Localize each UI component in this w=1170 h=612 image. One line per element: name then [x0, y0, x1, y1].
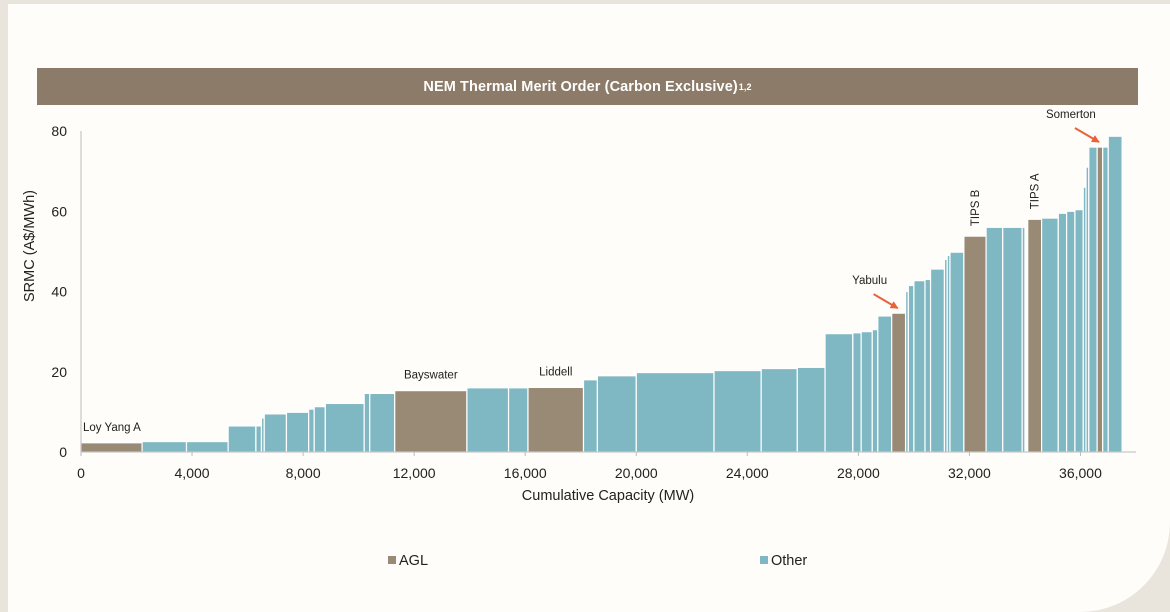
- bar-other-10: [324, 402, 365, 453]
- x-tick-label: 24,000: [726, 465, 769, 481]
- bar-other-45: [1074, 209, 1084, 453]
- annotation-tips-b: TIPS B: [970, 189, 982, 226]
- bar-other-11: [363, 392, 371, 453]
- y-axis-title: SRMC (A$/MWh): [22, 190, 38, 302]
- bar-other-22: [796, 366, 826, 453]
- y-tick-label: 0: [59, 444, 67, 460]
- bar-other-27: [877, 315, 893, 453]
- bar-bayswater: [394, 390, 468, 453]
- bar-other-3: [227, 425, 257, 453]
- bar-other-17: [582, 379, 598, 453]
- bars-layer: [80, 135, 1123, 453]
- annotation-somerton: Somerton: [1046, 109, 1096, 121]
- bar-other-50: [1102, 146, 1109, 453]
- bar-other-39: [1002, 226, 1023, 453]
- bar-other-23: [824, 333, 854, 453]
- x-axis-title: Cumulative Capacity (MW): [522, 488, 694, 504]
- bar-other-42: [1041, 217, 1059, 453]
- annotation-yabulu-arrow: [873, 293, 899, 310]
- bar-liddell: [527, 386, 585, 453]
- y-tick-label: 20: [51, 364, 67, 380]
- annotation-loy-yang-a: Loy Yang A: [83, 422, 141, 434]
- bar-other-51: [1107, 135, 1123, 453]
- bar-other-21: [760, 367, 798, 453]
- bar-other-32: [924, 278, 932, 453]
- x-tick-label: 28,000: [837, 465, 880, 481]
- legend-label-agl: AGL: [399, 553, 428, 569]
- bar-other-4: [255, 425, 263, 453]
- y-tick-label: 40: [51, 284, 67, 300]
- y-tick-label: 60: [51, 203, 67, 219]
- annotation-yabulu: Yabulu: [852, 275, 887, 287]
- x-tick-label: 4,000: [175, 465, 210, 481]
- bar-other-19: [635, 371, 715, 453]
- bar-other-25: [860, 331, 873, 453]
- bar-other-38: [985, 226, 1004, 453]
- x-tick-label: 16,000: [504, 465, 547, 481]
- bar-tips-a: [1027, 218, 1043, 453]
- legend-swatch-agl: [388, 556, 396, 564]
- x-tick-label: 0: [77, 465, 85, 481]
- chart-title-bar: NEM Thermal Merit Order (Carbon Exclusiv…: [37, 68, 1138, 105]
- y-tick-label: 80: [51, 123, 67, 139]
- legend: AGL Other: [388, 553, 807, 569]
- bar-other-14: [466, 387, 510, 453]
- bar-other-31: [913, 280, 926, 453]
- annotation-somerton-arrow: [1074, 127, 1100, 143]
- bar-other-7: [285, 411, 310, 453]
- bar-other-33: [929, 268, 946, 453]
- bar-other-18: [596, 375, 637, 453]
- annotation-tips-a: TIPS A: [1030, 173, 1042, 209]
- x-tick-label: 32,000: [948, 465, 991, 481]
- annotation-bayswater: Bayswater: [404, 370, 458, 382]
- bar-other-8: [308, 408, 315, 453]
- bar-tips-b: [963, 235, 987, 453]
- bar-other-9: [313, 406, 326, 453]
- chart-title-footnote: 1,2: [738, 81, 752, 92]
- bar-other-44: [1065, 210, 1076, 453]
- bar-other-20: [713, 369, 762, 453]
- legend-label-other: Other: [771, 553, 807, 569]
- chart-title: NEM Thermal Merit Order (Carbon Exclusiv…: [423, 78, 738, 95]
- bar-other-36: [949, 251, 965, 453]
- bar-somerton: [1096, 146, 1104, 453]
- bar-other-40: [1021, 226, 1026, 453]
- x-tick-label: 36,000: [1059, 465, 1102, 481]
- bar-other-1: [141, 440, 188, 453]
- bar-other-24: [852, 332, 862, 453]
- bar-other-2: [185, 440, 229, 453]
- bar-other-12: [369, 392, 396, 453]
- axes-layer: 0 4,000 8,000 12,000 16,000 20,000 24,000 28,00…: [22, 123, 1136, 504]
- bar-other-30: [907, 284, 915, 453]
- bar-other-15: [507, 387, 529, 453]
- bar-other-6: [263, 413, 288, 453]
- bar-other-43: [1057, 212, 1068, 453]
- bar-other-48: [1088, 146, 1098, 453]
- x-tick-label: 12,000: [393, 465, 436, 481]
- annotation-liddell: Liddell: [539, 366, 572, 378]
- bar-loy-yang-a: [80, 442, 143, 453]
- x-tick-label: 20,000: [615, 465, 658, 481]
- legend-swatch-other: [760, 556, 768, 564]
- annotations-layer: Loy Yang A Bayswater Liddell Yabulu TIPS B TI…: [83, 109, 1100, 434]
- bar-yabulu: [891, 312, 907, 453]
- x-tick-label: 8,000: [286, 465, 321, 481]
- bar-other-26: [871, 329, 879, 453]
